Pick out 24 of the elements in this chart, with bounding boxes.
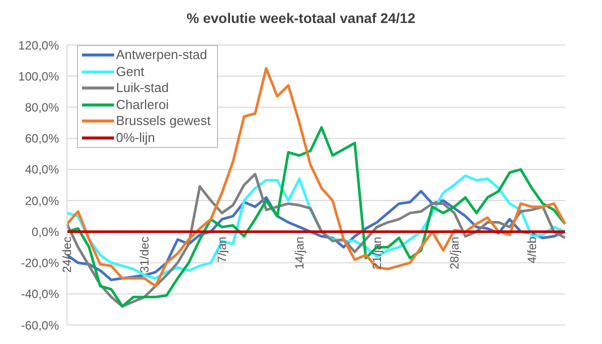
y-tick-label: 80,0% xyxy=(24,100,60,114)
x-tick-label: 4/feb xyxy=(524,236,539,264)
x-tick-label: 28/jan xyxy=(447,236,462,270)
legend-label: Luik-stad xyxy=(116,80,169,96)
y-tick-label: 0,0% xyxy=(32,224,60,239)
y-tick-label: -20,0% xyxy=(20,256,60,270)
x-tick-label: 31/dec xyxy=(137,236,152,273)
y-tick-label: -40,0% xyxy=(20,287,60,302)
x-tick-label: 21/jan xyxy=(370,236,384,270)
chart-title: % evolutie week-totaal vanaf 24/12 xyxy=(186,10,416,26)
y-tick-label: 40,0% xyxy=(24,162,60,177)
legend-label: 0%-lijn xyxy=(116,130,156,146)
legend-label: Brussels gewest xyxy=(116,113,211,130)
x-tick-label: 7/jan xyxy=(214,236,229,263)
legend-label: Charleroi xyxy=(116,96,169,113)
x-tick-label: 14/jan xyxy=(292,236,306,270)
y-tick-label: 120,0% xyxy=(18,38,60,52)
legend-label: Antwerpen-stad xyxy=(116,47,208,64)
y-tick-label: 20,0% xyxy=(24,194,60,208)
y-tick-label: 60,0% xyxy=(24,132,60,146)
x-tick-label: 24/dec xyxy=(60,236,74,273)
y-tick-label: 100,0% xyxy=(18,69,60,84)
legend-label: Gent xyxy=(116,64,144,80)
y-tick-label: -60,0% xyxy=(20,318,60,332)
